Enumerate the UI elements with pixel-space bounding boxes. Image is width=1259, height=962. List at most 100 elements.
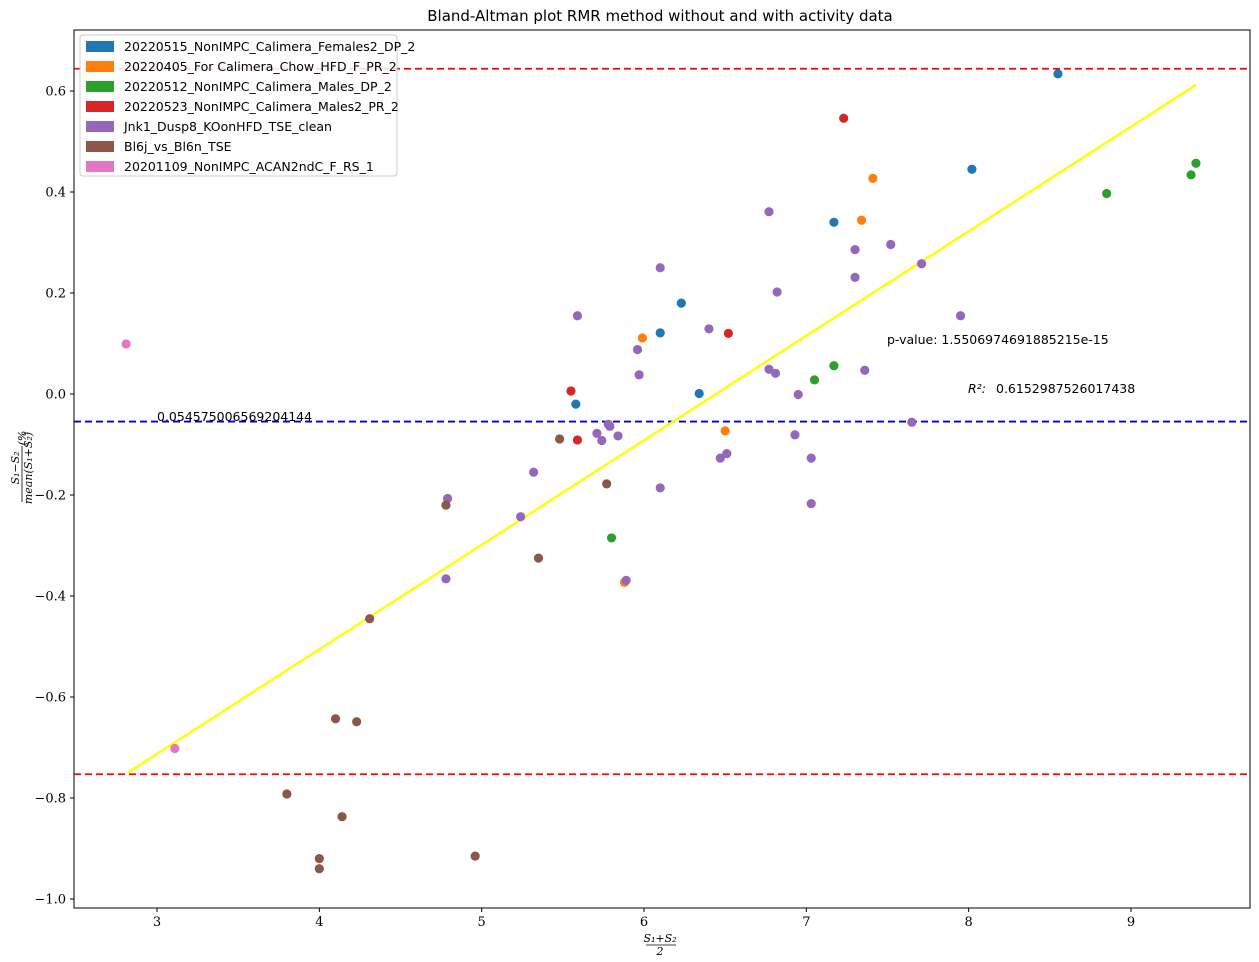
data-point (655, 483, 665, 493)
x-tick-label: 3 (153, 915, 161, 930)
data-point (516, 512, 526, 522)
data-point (602, 479, 612, 489)
svg-text:mean(S₁+S₂): mean(S₁+S₂) (22, 432, 35, 504)
chart-title: Bland-Altman plot RMR method without and… (427, 7, 893, 25)
p-value-annotation: p-value: 1.5506974691885215e-15 (887, 332, 1109, 347)
data-point (764, 207, 774, 217)
x-tick-label: 5 (478, 915, 486, 930)
x-tick-label: 7 (802, 915, 810, 930)
y-tick-label: −0.4 (34, 590, 66, 605)
x-tick-label: 6 (640, 915, 648, 930)
plot-frame (73, 29, 1251, 909)
legend-label: 20220405_For Calimera_Chow_HFD_F_PR_2 (124, 59, 397, 74)
y-axis-ticks: −1.0 −0.8 −0.6 −0.4 −0.2 0.0 0.2 0.4 0.6 (34, 85, 74, 908)
data-point (597, 435, 607, 446)
data-point (592, 428, 602, 438)
data-point (1191, 158, 1201, 168)
data-point (441, 500, 451, 510)
y-tick-label: −1.0 (34, 893, 66, 908)
data-point (314, 854, 324, 864)
data-point (470, 851, 480, 861)
x-tick-label: 8 (965, 915, 973, 930)
legend-label: Bl6j_vs_Bl6n_TSE (124, 139, 232, 154)
data-point (856, 215, 867, 225)
data-point (441, 574, 451, 584)
y-tick-label: 0.2 (45, 287, 66, 302)
reference-lines (74, 67, 1250, 776)
data-point (365, 614, 375, 624)
data-point (704, 324, 714, 334)
data-point (1186, 170, 1196, 180)
legend-label: 20201109_NonIMPC_ACAN2ndC_F_RS_1 (124, 159, 374, 174)
data-point (1102, 188, 1112, 199)
legend-swatch (86, 101, 114, 112)
x-axis-label: S₁+S₂ 2 (643, 932, 676, 958)
svg-text:2: 2 (656, 945, 664, 958)
data-point (314, 864, 324, 874)
data-point (907, 417, 917, 427)
data-point (772, 287, 782, 297)
data-point (282, 789, 292, 799)
data-point (566, 386, 576, 396)
data-point (806, 453, 816, 463)
legend-label: Jnk1_Dusp8_KOonHFD_TSE_clean (123, 119, 332, 134)
data-point (793, 389, 803, 400)
y-tick-label: −0.8 (34, 792, 66, 807)
data-point (655, 328, 665, 338)
data-point (533, 553, 544, 563)
legend-swatch (86, 141, 114, 152)
legend-swatch (86, 61, 114, 72)
legend-swatch (86, 81, 114, 92)
data-point (606, 533, 617, 543)
legend-swatch (86, 161, 114, 172)
legend-swatch (86, 41, 114, 52)
legend-label: 20220515_NonIMPC_Calimera_Females2_DP_2 (124, 39, 415, 54)
data-point (676, 298, 686, 308)
data-point (571, 399, 581, 409)
data-point (529, 467, 539, 477)
data-point (121, 339, 131, 349)
data-point (829, 217, 839, 227)
r-squared-symbol: R²: (968, 381, 986, 396)
data-point (720, 426, 730, 436)
y-tick-label: −0.6 (34, 691, 66, 706)
y-tick-label: −0.2 (34, 489, 66, 504)
regression-line (127, 83, 1197, 774)
svg-text:S₁+S₂: S₁+S₂ (643, 932, 676, 945)
data-point (637, 333, 647, 343)
y-tick-label: 0.0 (45, 388, 66, 403)
data-point (694, 388, 704, 399)
data-point (1053, 69, 1063, 79)
data-point (806, 498, 816, 509)
data-point (352, 717, 362, 727)
data-point (850, 272, 860, 282)
legend-label: 20220523_NonIMPC_Calimera_Males2_PR_2 (124, 99, 399, 114)
mean-bias-annotation: 0.054575006569204144 (157, 409, 312, 424)
data-point (572, 311, 583, 321)
scatter-points (121, 69, 1201, 874)
legend-swatch (86, 121, 114, 132)
r-squared-annotation: 0.6152987526017438 (996, 381, 1135, 396)
data-point (337, 812, 347, 822)
data-point (790, 430, 800, 440)
data-point (886, 239, 896, 250)
data-point (621, 575, 631, 585)
data-point (330, 714, 341, 724)
data-point (770, 368, 781, 378)
data-point (860, 365, 870, 375)
regression-line-group (127, 83, 1197, 774)
data-point (655, 263, 665, 273)
data-point (967, 164, 977, 174)
legend-label: 20220512_NonIMPC_Calimera_Males_DP_2 (124, 79, 392, 94)
y-tick-label: 0.6 (45, 85, 66, 100)
data-point (916, 259, 927, 269)
data-point (554, 434, 565, 444)
data-point (868, 173, 878, 183)
data-point (839, 113, 849, 123)
data-point (722, 448, 732, 459)
svg-text:(%: (% (16, 431, 29, 446)
x-tick-label: 9 (1127, 915, 1135, 930)
data-point (723, 328, 734, 338)
x-tick-label: 4 (315, 915, 323, 930)
